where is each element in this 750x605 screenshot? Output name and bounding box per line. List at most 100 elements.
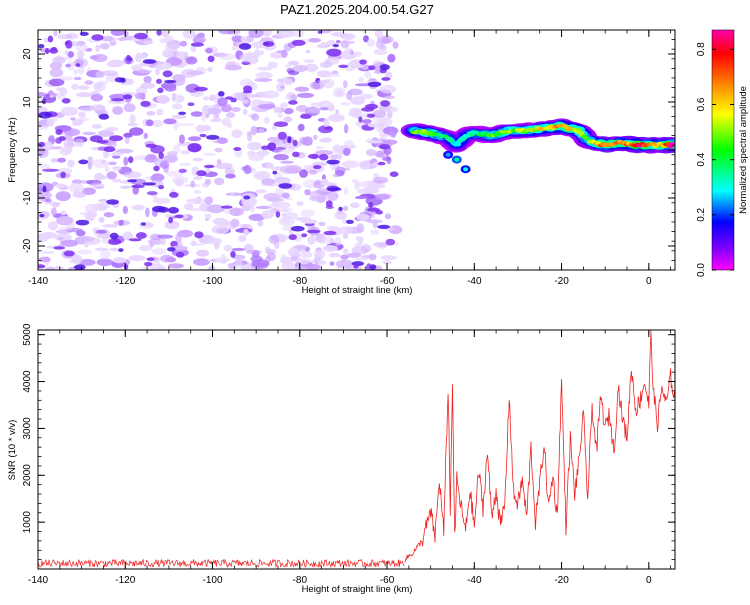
noise-blob <box>345 219 354 224</box>
noise-blob <box>47 221 59 231</box>
noise-blob <box>218 30 236 35</box>
noise-blob <box>381 37 391 44</box>
noise-blob <box>92 227 97 233</box>
noise-blob <box>332 173 340 178</box>
noise-blob <box>183 203 194 211</box>
noise-blob <box>98 198 109 203</box>
noise-blob <box>169 207 179 213</box>
noise-blob <box>172 74 186 82</box>
ridge-blob <box>445 152 451 157</box>
noise-blob <box>84 203 98 213</box>
noise-blob <box>299 169 308 178</box>
snr-panel: -140 -120 -100 -80 -60 -40 -20 0 1000 2000 3000 40… <box>7 323 676 595</box>
noise-blob <box>251 113 260 121</box>
noise-blob <box>356 223 365 234</box>
noise-blob <box>109 135 123 142</box>
noise-blob <box>57 34 73 40</box>
noise-blob <box>206 134 220 140</box>
noise-blob <box>89 55 99 60</box>
noise-blob <box>100 35 114 42</box>
noise-blob <box>280 160 294 164</box>
noise-blob <box>364 71 372 79</box>
noise-blob <box>60 239 79 247</box>
snr-x-axis-label: Height of straight line (km) <box>302 584 413 595</box>
noise-blob <box>201 112 206 122</box>
noise-blob <box>224 167 235 176</box>
noise-blob <box>359 160 371 170</box>
noise-blob <box>156 94 170 104</box>
noise-blob <box>140 82 156 89</box>
noise-blob <box>91 124 103 129</box>
noise-blob <box>127 179 137 183</box>
noise-blob <box>75 119 85 124</box>
x-tick-label: -80 <box>293 276 308 287</box>
noise-blob <box>74 264 86 270</box>
noise-blob <box>329 261 335 266</box>
noise-blob <box>360 244 372 253</box>
noise-blob <box>124 137 130 144</box>
noise-blob <box>384 213 392 220</box>
noise-blob <box>157 87 164 94</box>
noise-blob <box>167 247 176 252</box>
noise-blob <box>287 247 300 257</box>
noise-blob <box>238 235 247 242</box>
noise-blob <box>155 174 165 181</box>
noise-blob <box>193 176 203 181</box>
noise-blob <box>196 170 207 177</box>
noise-blob <box>292 151 300 158</box>
noise-blob <box>372 176 389 184</box>
noise-blob <box>344 47 354 55</box>
noise-blob <box>328 104 335 112</box>
noise-blob <box>187 197 206 205</box>
noise-blob <box>48 78 65 87</box>
noise-blob <box>268 234 280 244</box>
noise-blob <box>158 152 164 159</box>
noise-blob <box>57 157 66 163</box>
noise-blob <box>385 106 399 113</box>
noise-blob <box>128 255 146 262</box>
noise-blob <box>95 71 105 78</box>
noise-blob <box>139 244 152 252</box>
noise-blob <box>303 263 322 270</box>
noise-blob <box>77 50 85 58</box>
x-tick-label: -60 <box>380 575 395 586</box>
noise-blob <box>220 253 227 262</box>
ridge-blob <box>454 157 460 162</box>
noise-blob <box>51 47 57 51</box>
noise-blob <box>199 133 207 138</box>
noise-blob <box>194 189 201 195</box>
noise-blob <box>238 43 252 50</box>
noise-blob <box>53 246 66 250</box>
noise-blob <box>331 70 339 75</box>
noise-blob <box>356 213 370 221</box>
noise-blob <box>348 112 356 117</box>
noise-blob <box>261 178 276 186</box>
y-tick-label: 5000 <box>22 323 33 346</box>
noise-blob <box>320 42 328 48</box>
noise-blob <box>101 70 118 76</box>
noise-blob <box>319 30 332 34</box>
noise-blob <box>123 31 129 37</box>
noise-blob <box>82 187 96 195</box>
noise-blob <box>195 124 205 133</box>
noise-blob <box>257 149 270 156</box>
noise-blob <box>366 180 377 189</box>
heatmap-signal-ridge <box>400 118 675 174</box>
noise-blob <box>71 254 83 264</box>
noise-blob <box>248 213 266 221</box>
noise-blob <box>131 66 143 72</box>
noise-blob <box>140 100 151 107</box>
x-tick-label: -140 <box>28 575 48 586</box>
noise-blob <box>273 106 282 114</box>
noise-blob <box>38 256 51 263</box>
noise-blob <box>84 243 89 248</box>
noise-blob <box>60 171 66 178</box>
y-tick-label: 1000 <box>22 511 33 534</box>
noise-blob <box>164 85 177 92</box>
noise-blob <box>267 61 279 69</box>
noise-blob <box>322 245 338 252</box>
heatmap-noise-blobs <box>38 30 403 270</box>
noise-blob <box>272 170 278 175</box>
x-tick-label: -120 <box>115 276 135 287</box>
noise-blob <box>145 207 150 218</box>
